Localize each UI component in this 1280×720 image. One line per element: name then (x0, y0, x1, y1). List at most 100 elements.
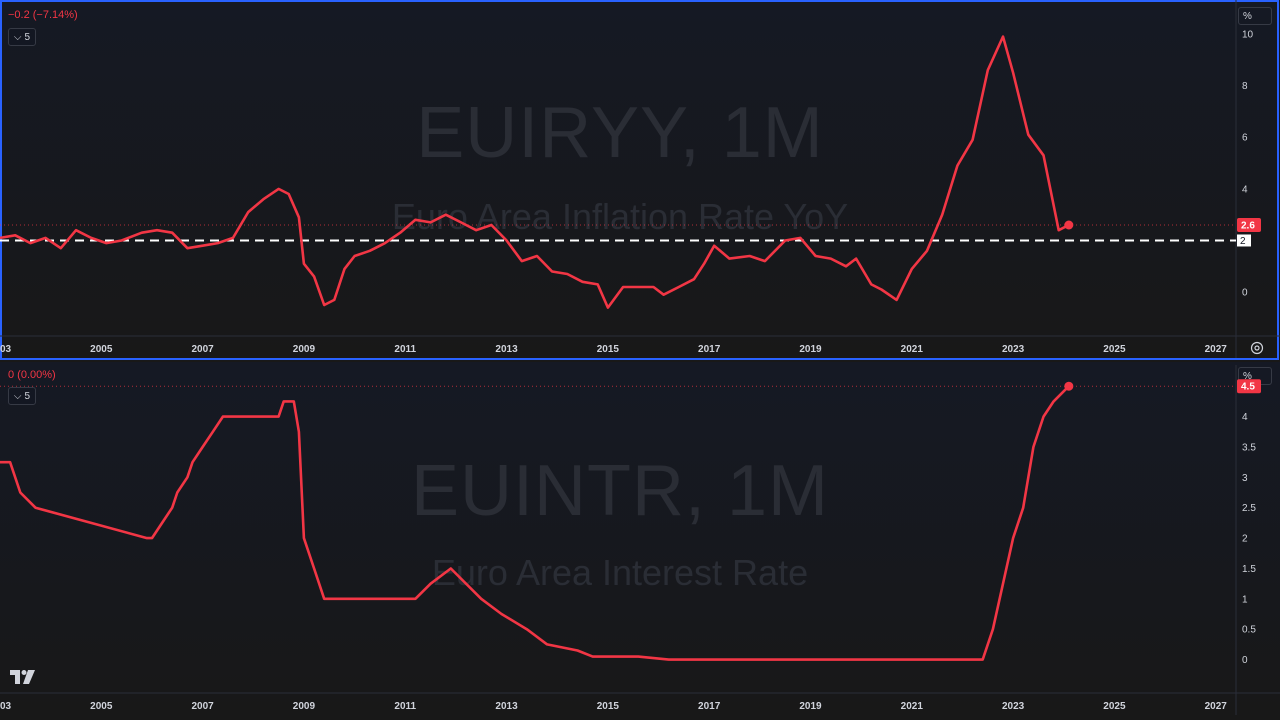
last-value-label: 2.6 (1241, 221, 1255, 232)
x-tick-label: 2007 (191, 344, 214, 355)
data-point (171, 507, 173, 509)
data-point (19, 491, 21, 494)
data-point (1012, 537, 1014, 539)
data-point (429, 221, 432, 224)
data-point (333, 299, 335, 301)
data-point (850, 658, 852, 661)
data-point (293, 400, 295, 403)
data-point (475, 229, 477, 231)
pane2-collapse-count: 5 (24, 390, 31, 402)
data-point (141, 232, 143, 234)
tradingview-logo-icon[interactable] (10, 668, 36, 689)
data-point (278, 188, 280, 190)
data-point (764, 260, 766, 262)
data-point (161, 522, 163, 524)
data-point (353, 255, 356, 257)
reference-line-badge (1237, 234, 1251, 247)
data-point (369, 250, 371, 252)
data-point (1058, 229, 1060, 231)
data-point (186, 476, 189, 478)
data-point (212, 431, 214, 433)
x-tick-label: 2023 (1002, 344, 1025, 355)
last-point-marker[interactable] (1064, 381, 1074, 391)
data-point (1032, 446, 1034, 448)
series-line[interactable] (0, 385, 1070, 661)
data-point (247, 211, 249, 213)
data-point (799, 237, 801, 239)
pane2-collapse-button[interactable]: ⌵ 5 (8, 387, 36, 405)
x-tick-label: 2005 (90, 701, 113, 712)
pane1-unit-button[interactable]: % (1238, 7, 1272, 25)
gear-icon[interactable] (1250, 341, 1264, 360)
data-point (232, 237, 234, 239)
x-tick-label: 2025 (1103, 701, 1126, 712)
y-tick-label: 0.5 (1242, 625, 1256, 636)
data-point (855, 257, 857, 260)
data-point (343, 268, 346, 270)
data-point (668, 658, 670, 661)
data-point (105, 242, 107, 244)
data-point (60, 247, 62, 249)
data-point (399, 232, 401, 234)
x-tick-label: 2027 (1205, 701, 1228, 712)
x-tick-label: 2007 (191, 701, 214, 712)
data-point (414, 598, 416, 600)
data-point (703, 263, 705, 265)
x-tick-label: 2013 (495, 701, 518, 712)
data-point (911, 268, 913, 270)
y-tick-label: 4 (1242, 184, 1248, 195)
y-tick-label: 6 (1242, 133, 1248, 144)
data-point (262, 198, 265, 200)
data-point (581, 281, 584, 283)
data-point (992, 628, 994, 630)
data-point (0, 237, 1, 239)
x-tick-label: 2005 (90, 344, 113, 355)
data-point (283, 400, 285, 403)
last-point-marker[interactable] (1064, 220, 1074, 230)
data-point (566, 273, 568, 275)
y-tick-label: 10 (1242, 29, 1254, 40)
data-point (34, 507, 37, 509)
data-point (450, 567, 452, 570)
x-tick-label: 2019 (799, 701, 822, 712)
data-point (652, 286, 655, 288)
data-point (637, 286, 639, 288)
data-point (896, 299, 898, 301)
x-tick-label: 2021 (901, 344, 924, 355)
data-point (637, 655, 639, 658)
reference-line-label: 2 (1240, 236, 1246, 247)
x-tick-label: 2011 (394, 701, 416, 712)
data-point (926, 250, 928, 252)
data-point (171, 232, 173, 234)
data-point (830, 257, 832, 260)
y-tick-label: 2.5 (1242, 503, 1256, 514)
y-tick-label: 3.5 (1242, 442, 1256, 453)
data-point (0, 461, 1, 463)
data-point (14, 234, 16, 236)
pane1-collapse-button[interactable]: ⌵ 5 (8, 28, 36, 46)
data-point (845, 265, 847, 267)
data-point (1053, 400, 1055, 403)
x-tick-label: 2009 (293, 344, 316, 355)
series-line[interactable] (0, 35, 1070, 309)
pane1-watermark-title: EUIRYY, 1M (416, 93, 824, 173)
data-point (313, 276, 315, 278)
x-tick-label: 2027 (1205, 344, 1228, 355)
data-point (956, 165, 958, 167)
chevron-down-icon: ⌵ (13, 31, 22, 43)
pane1-collapse-count: 5 (24, 31, 31, 43)
data-point (505, 239, 508, 242)
data-point (186, 247, 189, 249)
data-point (678, 286, 680, 288)
data-point (941, 214, 943, 216)
data-point (303, 537, 305, 539)
data-point (546, 643, 548, 646)
y-tick-label: 1.5 (1242, 564, 1256, 575)
data-point (490, 224, 492, 226)
interest-rate-pane[interactable]: EUINTR, 1M Euro Area Interest Rate 0 (0.… (0, 362, 1280, 720)
data-point (713, 245, 715, 247)
data-point (693, 278, 695, 280)
inflation-pane[interactable]: EUIRYY, 1M Euro Area Inflation Rate YoY … (0, 0, 1280, 362)
y-tick-label: 8 (1242, 81, 1248, 92)
